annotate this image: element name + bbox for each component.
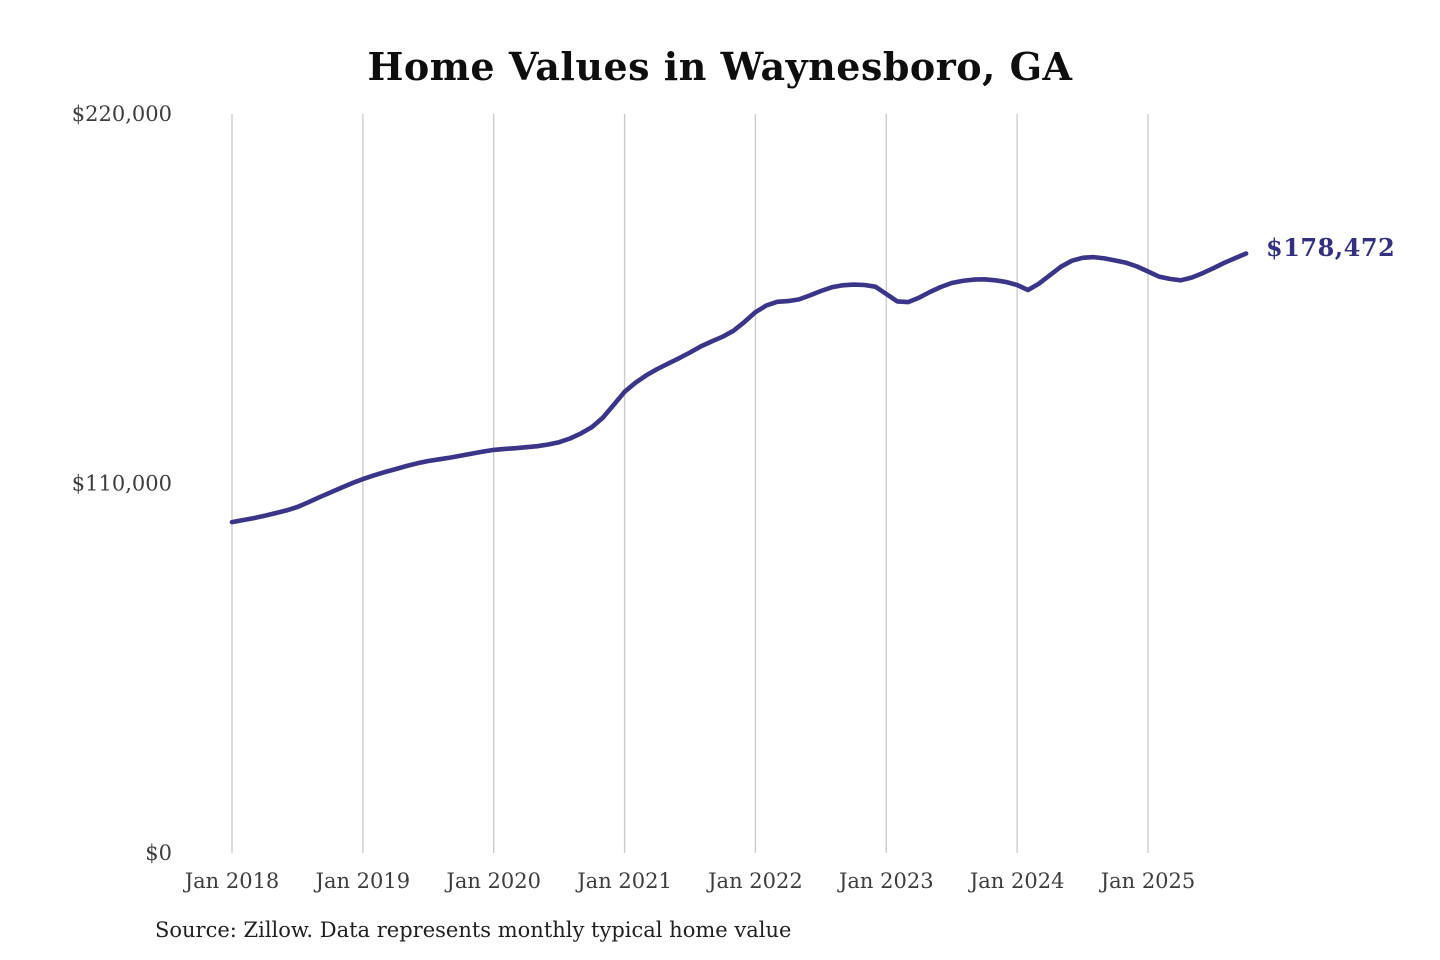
x-tick-jan-2019: Jan 2019 <box>314 869 411 893</box>
x-tick-jan-2022: Jan 2022 <box>706 869 803 893</box>
x-tick-jan-2024: Jan 2024 <box>968 869 1065 893</box>
home-value-series-line <box>229 251 1249 525</box>
latest-value-label: $178,472 <box>1266 233 1396 262</box>
x-tick-jan-2023: Jan 2023 <box>837 869 934 893</box>
chart-title: Home Values in Waynesboro, GA <box>367 44 1073 89</box>
y-tick-0: $0 <box>145 841 172 865</box>
x-tick-jan-2025: Jan 2025 <box>1099 869 1196 893</box>
x-tick-jan-2021: Jan 2021 <box>575 869 672 893</box>
x-tick-jan-2018: Jan 2018 <box>183 869 280 893</box>
y-tick-220000: $220,000 <box>72 102 172 126</box>
source-note: Source: Zillow. Data represents monthly … <box>155 918 792 942</box>
x-tick-jan-2020: Jan 2020 <box>444 869 541 893</box>
y-tick-110000: $110,000 <box>72 472 172 496</box>
